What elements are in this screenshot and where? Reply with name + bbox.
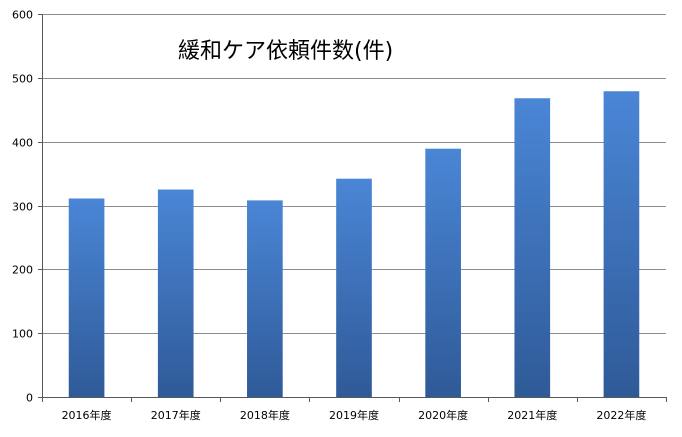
x-tick-labels: 2016年度 2017年度 2018年度 2019年度 2020年度 2021年度 2022… — [62, 408, 647, 422]
bar — [336, 178, 372, 397]
x-tick-label: 2022年度 — [596, 408, 646, 422]
bar — [68, 198, 105, 397]
y-tick-label: 400 — [12, 137, 33, 150]
x-tick-label: 2021年度 — [507, 408, 557, 422]
chart-title: 緩和ケア依頼件数(件) — [178, 39, 393, 64]
y-tick-label: 100 — [12, 328, 33, 341]
axes — [42, 14, 667, 402]
y-tick-labels: 0 100 200 300 400 500 600 — [12, 9, 42, 405]
y-tick-label: 300 — [12, 201, 33, 214]
x-tick-label: 2017年度 — [151, 408, 201, 422]
x-tick-label: 2020年度 — [418, 408, 468, 422]
x-tick-label: 2016年度 — [62, 408, 112, 422]
bar — [425, 148, 461, 397]
bar — [514, 98, 551, 397]
bar — [603, 91, 640, 397]
bars — [68, 91, 640, 397]
y-tick-label: 500 — [12, 73, 33, 86]
y-tick-label: 200 — [12, 264, 33, 277]
x-tick-label: 2019年度 — [329, 408, 379, 422]
bar — [157, 189, 194, 397]
y-tick-label: 0 — [26, 392, 33, 405]
x-tick-label: 2018年度 — [240, 408, 290, 422]
y-tick-label: 600 — [12, 9, 33, 22]
bar — [247, 200, 283, 397]
